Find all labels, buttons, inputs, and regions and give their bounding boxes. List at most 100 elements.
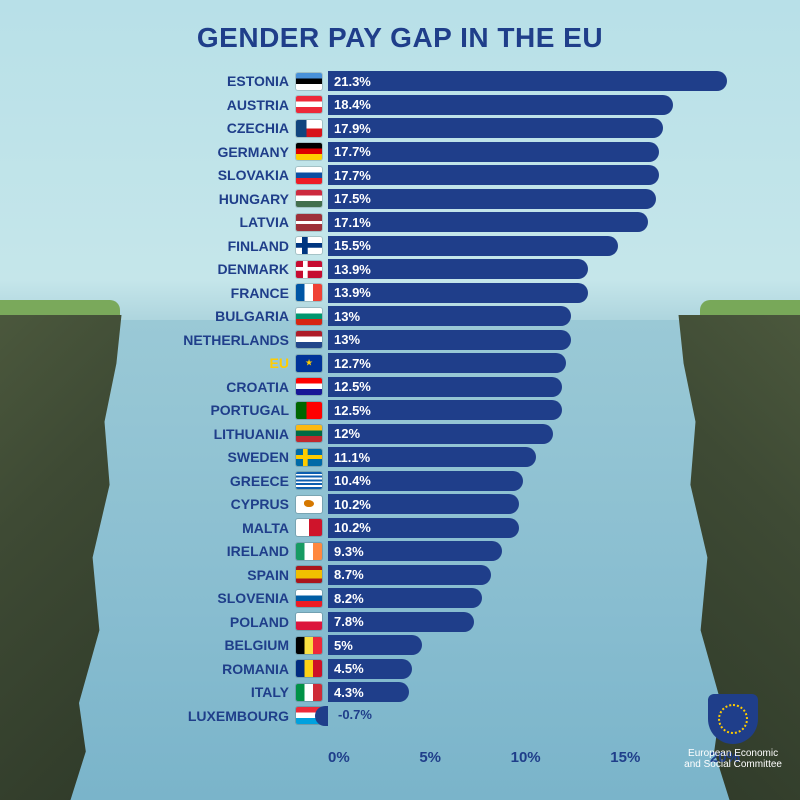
bar: 17.7% [328,142,659,162]
bar-row: DENMARK13.9% [110,258,740,280]
bar-row: SLOVENIA 8.2% [110,587,740,609]
flag-icon [296,566,322,583]
country-label: SLOVENIA [217,590,289,606]
flag-icon [296,496,322,513]
bar-column: 10.2% [328,494,740,514]
bar-row: SWEDEN 11.1% [110,446,740,468]
bar-column: 8.2% [328,588,740,608]
flag-icon [296,214,322,231]
label-column: SLOVENIA [110,590,328,607]
country-label: POLAND [230,614,289,630]
bar: 17.7% [328,165,659,185]
country-label: NETHERLANDS [183,332,289,348]
bar-column: 11.1% [328,447,740,467]
bar-row: BELGIUM 5% [110,634,740,656]
bar: 12% [328,424,553,444]
country-label: CYPRUS [231,496,289,512]
bar-value: 5% [328,638,353,653]
bar-value: 17.7% [328,144,371,159]
eu-logo-icon [708,694,758,744]
bar-column: 7.8% [328,612,740,632]
bar-value: 11.1% [328,450,370,465]
flag-icon [296,449,322,466]
bar-column: 10.4% [328,471,740,491]
attribution-line1: European Economic [684,748,782,759]
label-column: FINLAND [110,237,328,254]
country-label: ROMANIA [222,661,289,677]
label-column: EU [110,355,328,372]
country-label: HUNGARY [219,191,289,207]
bar-column: 17.1% [328,212,740,232]
bar-row: CZECHIA 17.9% [110,117,740,139]
bar-value: 17.9% [328,121,371,136]
bar-row: MALTA10.2% [110,517,740,539]
label-column: GERMANY [110,143,328,160]
bar-value: 13% [328,309,360,324]
axis-tick: 0% [328,749,350,766]
flag-icon [296,331,322,348]
bar-value: 10.2% [328,520,371,535]
bar: 13% [328,330,571,350]
flag-icon [296,684,322,701]
bar-column: 12.7% [328,353,740,373]
country-label: CZECHIA [227,120,289,136]
label-column: LATVIA [110,214,328,231]
country-label: PORTUGAL [210,402,289,418]
bar-value: 12.5% [328,403,371,418]
flag-icon [296,308,322,325]
flag-icon [296,355,322,372]
flag-icon [296,613,322,630]
label-column: FRANCE [110,284,328,301]
bar-row: HUNGARY 17.5% [110,188,740,210]
flag-icon [296,378,322,395]
bar-row: ITALY4.3% [110,681,740,703]
label-column: NETHERLANDS [110,331,328,348]
axis-tick: 10% [511,749,541,766]
bar-value: 17.1% [328,215,371,230]
flag-icon [296,190,322,207]
bar-value: 17.7% [328,168,371,183]
flag-icon [296,543,322,560]
bar-column: 4.5% [328,659,740,679]
label-column: SLOVAKIA [110,167,328,184]
bar-value: 21.3% [328,74,371,89]
bar-column: 9.3% [328,541,740,561]
bar-row: FRANCE 13.9% [110,282,740,304]
label-column: SPAIN [110,566,328,583]
bar-column: 12% [328,424,740,444]
bar-chart: ESTONIA21.3%AUSTRIA18.4%CZECHIA17.9%GERM… [110,70,740,740]
attribution: European Economic and Social Committee [684,694,782,770]
bar: 17.5% [328,189,656,209]
bar-value: 8.7% [328,567,364,582]
bar: 8.7% [328,565,491,585]
country-label: SPAIN [247,567,289,583]
country-label: FRANCE [231,285,289,301]
country-label: LUXEMBOURG [188,708,289,724]
flag-icon [296,402,322,419]
bar-value: 9.3% [328,544,364,559]
bar: 13.9% [328,283,588,303]
bar: 4.3% [328,682,409,702]
bar-value: 13.9% [328,285,371,300]
bar-column: 4.3% [328,682,740,702]
bar: 15.5% [328,236,618,256]
bar: 7.8% [328,612,474,632]
bar: 9.3% [328,541,502,561]
label-column: LITHUANIA [110,425,328,442]
bar-value: 4.5% [328,661,364,676]
country-label: EU [270,355,289,371]
country-label: IRELAND [227,543,289,559]
flag-icon [296,425,322,442]
bar-row: SLOVAKIA17.7% [110,164,740,186]
bar-column: 13.9% [328,283,740,303]
bar: 10.4% [328,471,523,491]
flag-icon [296,96,322,113]
country-label: SWEDEN [228,449,289,465]
country-label: DENMARK [217,261,289,277]
bar: 13% [328,306,571,326]
country-label: BELGIUM [224,637,289,653]
flag-icon [296,660,322,677]
label-column: ROMANIA [110,660,328,677]
bar: 12.5% [328,377,562,397]
bar-value: 7.8% [328,614,364,629]
